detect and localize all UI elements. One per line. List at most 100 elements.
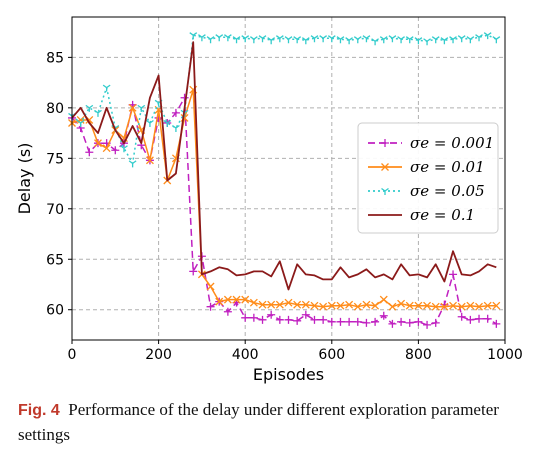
data-point — [293, 300, 302, 309]
data-point — [466, 36, 475, 44]
legend-label: σe = 0.1 — [410, 206, 475, 224]
data-point — [171, 108, 180, 117]
data-point — [293, 36, 302, 44]
data-point — [371, 317, 380, 326]
data-point — [362, 300, 371, 309]
data-point — [449, 270, 458, 279]
data-point — [336, 36, 345, 44]
data-point — [319, 35, 328, 43]
data-point — [267, 310, 276, 319]
legend-label: σe = 0.01 — [410, 158, 485, 176]
data-point — [371, 301, 380, 310]
y-tick-label: 80 — [46, 101, 64, 117]
data-point — [353, 302, 362, 311]
series-4 — [71, 41, 497, 291]
data-point — [120, 145, 128, 153]
data-point — [483, 32, 492, 40]
data-point — [249, 298, 258, 307]
data-point — [301, 310, 310, 319]
data-point — [457, 302, 466, 311]
data-point — [310, 301, 319, 310]
data-point — [483, 301, 492, 310]
data-point — [102, 144, 111, 153]
data-point — [146, 119, 154, 127]
data-point — [483, 314, 492, 323]
data-point — [397, 36, 405, 44]
data-point — [128, 160, 137, 168]
x-tick-label: 1000 — [487, 347, 523, 363]
x-tick-label: 400 — [232, 347, 259, 363]
data-point — [206, 282, 215, 291]
y-tick-label: 65 — [46, 252, 64, 268]
data-point — [310, 315, 319, 324]
data-point — [345, 37, 353, 45]
series-layer — [68, 32, 501, 329]
data-point — [475, 302, 483, 311]
data-point — [198, 34, 206, 42]
data-point — [388, 302, 397, 311]
data-point — [102, 84, 111, 92]
data-point — [319, 315, 328, 324]
data-point — [284, 298, 293, 307]
data-point — [76, 115, 85, 124]
x-tick-label: 800 — [405, 347, 432, 363]
data-point — [414, 37, 423, 45]
data-point — [76, 119, 85, 127]
data-point — [85, 148, 94, 157]
data-point — [405, 36, 414, 44]
data-point — [137, 104, 146, 112]
data-point — [267, 37, 276, 45]
y-tick-label: 85 — [46, 50, 64, 66]
data-point — [172, 125, 180, 133]
series-line — [71, 34, 497, 165]
data-point — [301, 37, 310, 45]
data-point — [267, 300, 276, 309]
data-point — [180, 93, 189, 102]
y-tick-label: 60 — [46, 303, 64, 319]
data-point — [327, 301, 336, 310]
data-point — [431, 318, 440, 327]
data-point — [319, 302, 328, 311]
data-point — [492, 301, 501, 310]
figure-number: Fig. 4 — [18, 402, 60, 419]
data-point — [371, 38, 379, 46]
data-point — [94, 109, 102, 117]
data-point — [466, 301, 475, 310]
data-point — [423, 320, 432, 329]
data-point — [206, 36, 215, 44]
figure-caption-text: Performance of the delay under different… — [18, 400, 499, 444]
legend: σe = 0.001 σe = 0.01 σe = 0.05 σe = 0.1 — [357, 122, 499, 234]
data-point — [145, 156, 154, 165]
data-point — [440, 37, 449, 45]
data-point — [423, 301, 432, 310]
data-point — [128, 103, 137, 112]
data-point — [475, 314, 484, 323]
data-point — [94, 139, 102, 148]
data-point — [275, 35, 284, 43]
data-point — [405, 301, 414, 310]
data-point — [85, 104, 94, 112]
series-3 — [68, 32, 501, 168]
data-point — [249, 313, 258, 322]
y-axis-label: Delay (s) — [15, 143, 34, 215]
data-point — [336, 301, 345, 310]
data-point — [215, 297, 224, 306]
plot-frame — [71, 16, 506, 341]
data-point — [310, 35, 319, 43]
legend-marker — [381, 187, 389, 195]
legend-label: σe = 0.05 — [410, 182, 485, 200]
data-point — [397, 317, 406, 326]
data-point — [215, 34, 224, 42]
data-point — [440, 302, 449, 311]
legend-box — [357, 122, 499, 234]
data-point — [362, 35, 371, 43]
data-point — [353, 36, 362, 44]
legend-marker — [381, 163, 389, 171]
data-point — [275, 315, 284, 324]
x-tick-label: 200 — [145, 347, 172, 363]
data-point — [241, 295, 250, 304]
data-point — [388, 319, 397, 328]
data-point — [457, 312, 466, 321]
data-point — [353, 317, 362, 326]
data-point — [397, 299, 406, 308]
